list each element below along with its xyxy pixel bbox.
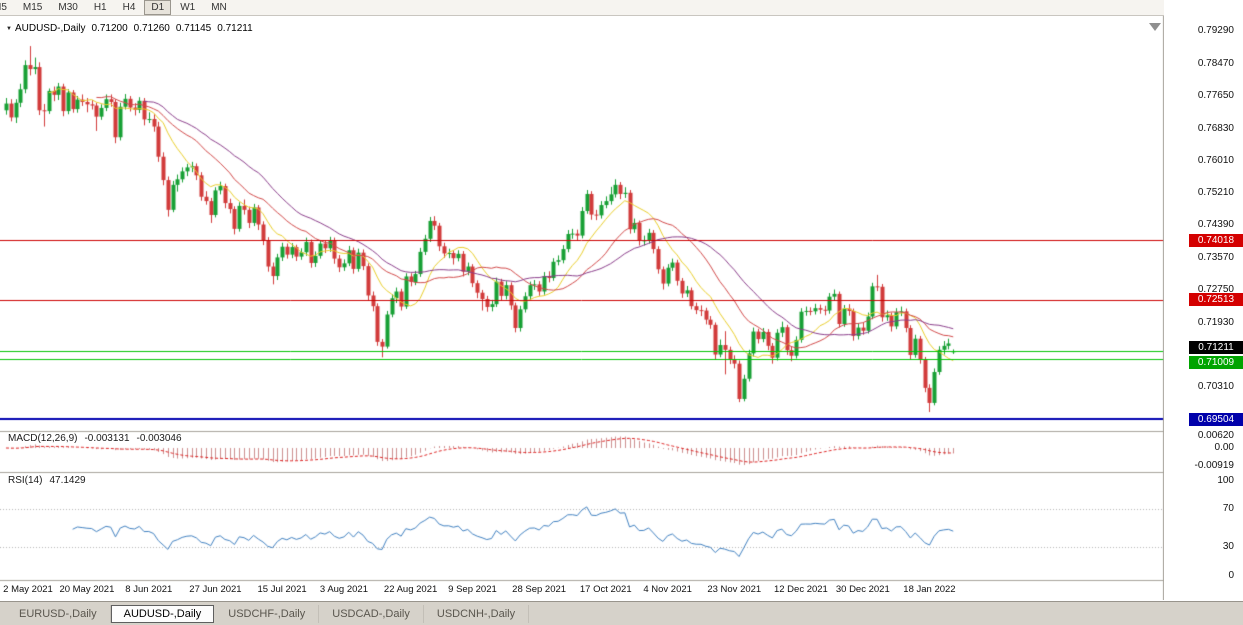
timeframe-button-m15[interactable]: M15 [22, 2, 43, 13]
rsi-scale-label: 0 [1228, 570, 1234, 581]
rsi-value: 47.1429 [49, 475, 86, 486]
timeframe-button-mn[interactable]: MN [211, 2, 227, 13]
ohlc-low: 0.71145 [175, 23, 212, 34]
price-line-badge: 0.69504 [1189, 413, 1243, 426]
rsi-pane-label: RSI(14) 47.1429 [8, 475, 93, 486]
tab-usdchf-daily[interactable]: USDCHF-,Daily [215, 604, 320, 623]
price-line-badge: 0.71211 [1189, 341, 1243, 354]
timeframe-button-m5[interactable]: M5 [0, 2, 7, 13]
price-scale-label: 0.77650 [1197, 90, 1234, 101]
macd-scale-label: 0.00620 [1197, 430, 1234, 441]
chart-shift-marker-icon[interactable] [1149, 23, 1161, 31]
ohlc-high: 0.71260 [133, 23, 170, 34]
price-scale-label: 0.78470 [1197, 58, 1234, 69]
timeframe-button-m30[interactable]: M30 [58, 2, 78, 13]
rsi-label: RSI(14) [8, 475, 43, 486]
price-line-badge: 0.74018 [1189, 234, 1243, 247]
price-scale-label: 0.79290 [1197, 25, 1234, 36]
price-line-badge: 0.72513 [1189, 293, 1243, 306]
macd-value-signal: -0.003046 [136, 433, 182, 444]
rsi-scale-label: 70 [1222, 503, 1234, 514]
tab-eurusd-daily[interactable]: EURUSD-,Daily [6, 604, 111, 623]
price-scale-label: 0.72750 [1197, 284, 1234, 295]
timeframe-button-d1[interactable]: D1 [144, 0, 172, 15]
chart-title: ▼ AUDUSD-,Daily 0.71200 0.71260 0.71145 0.712… [6, 23, 253, 34]
price-line-badge: 0.71009 [1189, 356, 1243, 369]
tab-usdcnh-daily[interactable]: USDCNH-,Daily [424, 604, 530, 623]
timeframe-button-w1[interactable]: W1 [180, 2, 196, 13]
timeframe-button-h1[interactable]: H1 [93, 2, 107, 13]
chart-symbol-period: AUDUSD-,Daily [14, 23, 86, 34]
rsi-scale-label: 30 [1222, 541, 1234, 552]
timeframe-toolbar: M5 M15 M30 H1 H4 D1 W1 MN [0, 0, 1243, 16]
macd-scale-label: -0.00919 [1194, 460, 1234, 471]
tab-usdcad-daily[interactable]: USDCAD-,Daily [319, 604, 424, 623]
price-scale-label: 0.74390 [1197, 219, 1234, 230]
macd-value-main: -0.003131 [84, 433, 130, 444]
ohlc-open: 0.71200 [91, 23, 128, 34]
macd-label: MACD(12,26,9) [8, 433, 78, 444]
chart-tabs-bar: EURUSD-,Daily AUDUSD-,Daily USDCHF-,Daily U… [0, 601, 1243, 625]
macd-pane-label: MACD(12,26,9) -0.003131 -0.003046 [8, 433, 189, 444]
price-scale-label: 0.75210 [1197, 187, 1234, 198]
symbol-dropdown-icon[interactable]: ▼ [6, 26, 12, 32]
macd-scale-label: 0.00 [1214, 442, 1234, 453]
price-scale-label: 0.71930 [1197, 317, 1234, 328]
tab-audusd-daily[interactable]: AUDUSD-,Daily [110, 604, 215, 623]
rsi-scale-label: 100 [1217, 475, 1234, 486]
price-scale-label: 0.76830 [1197, 123, 1234, 134]
ohlc-close: 0.71211 [217, 23, 253, 34]
timeframe-button-h4[interactable]: H4 [122, 2, 136, 13]
price-scale[interactable]: 0.79290 0.78470 0.77650 0.76830 0.76010 0.752… [1164, 0, 1243, 600]
price-scale-label: 0.70310 [1197, 381, 1234, 392]
price-chart-canvas[interactable] [0, 16, 1164, 600]
price-scale-label: 0.76010 [1197, 155, 1234, 166]
price-scale-label: 0.73570 [1197, 252, 1234, 263]
